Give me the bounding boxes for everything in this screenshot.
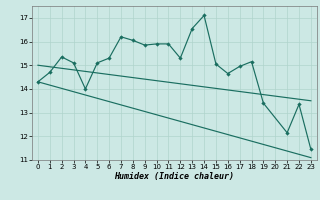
- X-axis label: Humidex (Indice chaleur): Humidex (Indice chaleur): [115, 172, 234, 181]
